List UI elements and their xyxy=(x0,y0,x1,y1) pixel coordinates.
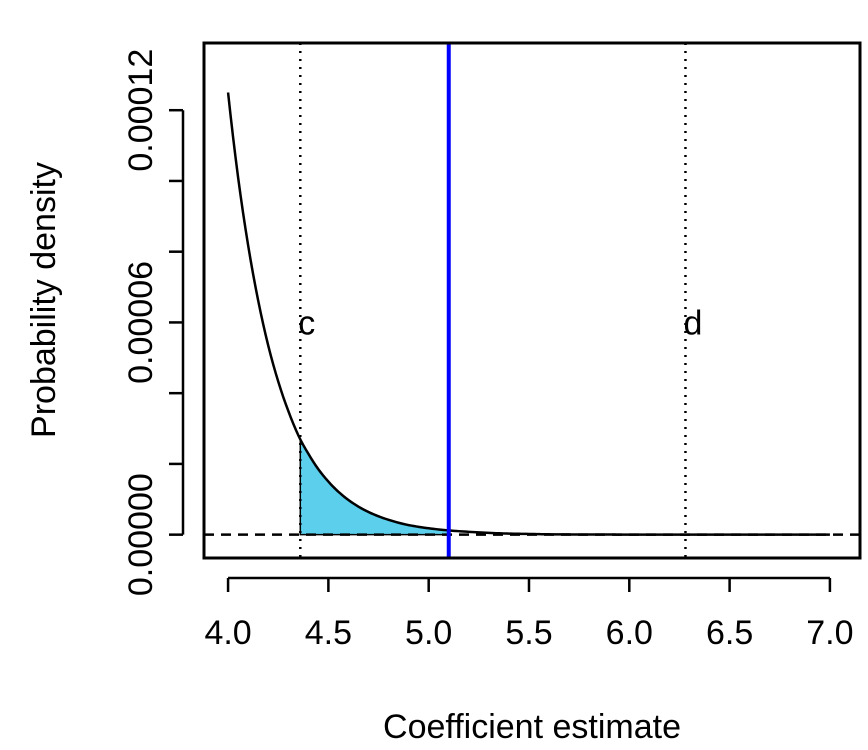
x-tick-label: 4.5 xyxy=(305,614,352,652)
x-tick-label: 7.0 xyxy=(806,614,853,652)
shaded-area xyxy=(299,439,450,536)
y-axis-label: Probability density xyxy=(25,162,63,438)
plot-frame xyxy=(202,41,862,560)
x-tick-label: 5.0 xyxy=(405,614,452,652)
x-tick-label: 6.5 xyxy=(706,614,753,652)
shaded-area-layer xyxy=(299,439,450,536)
x-axis-label: Coefficient estimate xyxy=(383,708,681,746)
x-tick-label: 6.0 xyxy=(606,614,653,652)
reference-lines-layer xyxy=(204,43,860,558)
annotation-d: d xyxy=(683,304,702,342)
x-tick-label: 4.0 xyxy=(204,614,251,652)
y-tick-label: 0.00000 xyxy=(122,473,160,596)
density-curve-layer xyxy=(226,92,830,536)
y-tick-label: 0.00012 xyxy=(122,49,160,172)
y-axis: 0.00000 0.00006 0.00012 xyxy=(122,49,185,596)
x-tick-label: 5.5 xyxy=(505,614,552,652)
annotation-c: c xyxy=(298,304,315,342)
x-axis: 4.0 4.5 5.0 5.5 6.0 6.5 7.0 xyxy=(204,576,854,652)
density-curve xyxy=(226,92,830,536)
y-tick-label: 0.00006 xyxy=(122,261,160,384)
